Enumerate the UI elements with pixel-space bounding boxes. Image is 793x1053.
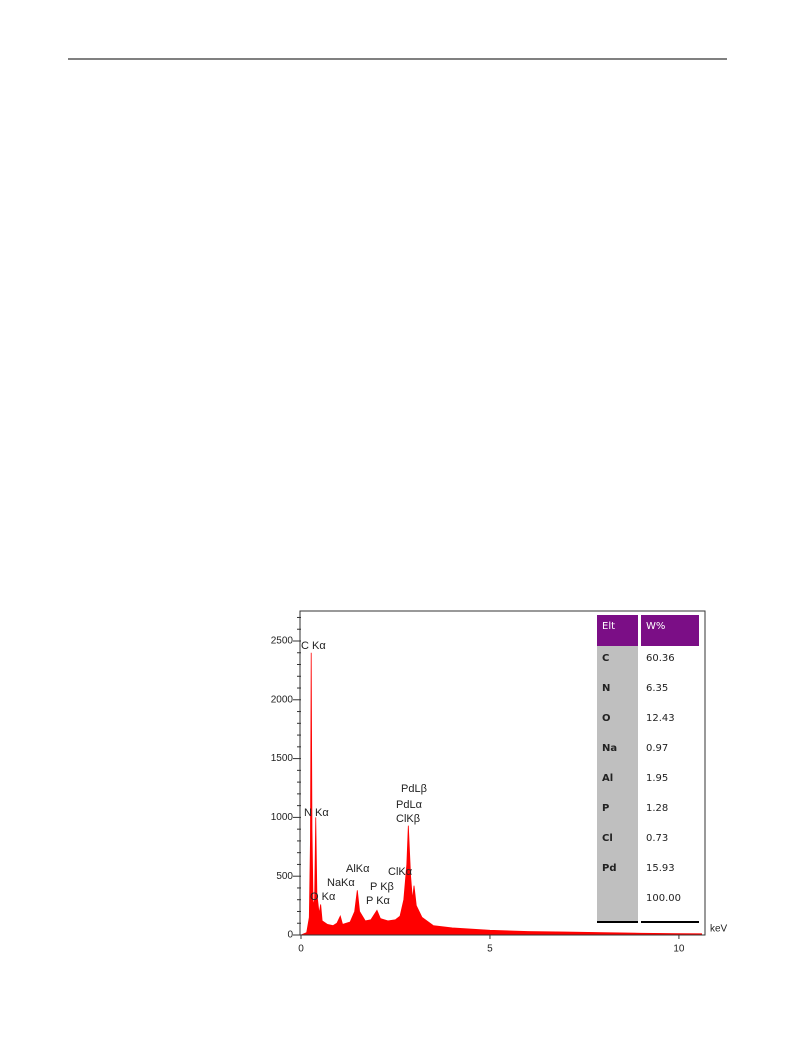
weight-percent: 60.36 bbox=[646, 653, 675, 664]
y-tick-label: 2000 bbox=[271, 694, 294, 705]
weight-percent: 15.93 bbox=[646, 863, 675, 874]
weight-percent: 1.95 bbox=[646, 773, 668, 784]
x-tick-label: 5 bbox=[487, 944, 493, 955]
elt-column bbox=[597, 615, 638, 922]
element-symbol: P bbox=[602, 803, 609, 814]
peak-label: O Kα bbox=[310, 891, 336, 903]
element-symbol: C bbox=[602, 653, 609, 664]
x-tick-label: 0 bbox=[298, 944, 304, 955]
y-tick-label: 2500 bbox=[271, 636, 294, 647]
peak-label: AlKα bbox=[346, 863, 370, 875]
peak-label: C Kα bbox=[301, 640, 326, 652]
header-text: W% bbox=[646, 621, 665, 632]
weight-percent: 6.35 bbox=[646, 683, 668, 694]
header-text: Elt bbox=[602, 621, 615, 632]
peak-label: ClKβ bbox=[396, 813, 420, 825]
y-tick-label: 500 bbox=[276, 871, 293, 882]
x-unit: keV bbox=[710, 924, 728, 935]
element-symbol: Cl bbox=[602, 833, 613, 844]
weight-percent: 12.43 bbox=[646, 713, 675, 724]
x-tick-label: 10 bbox=[673, 944, 685, 955]
weight-percent: 1.28 bbox=[646, 803, 668, 814]
peak-label: ClKα bbox=[388, 866, 413, 878]
peak-label: PdLα bbox=[396, 799, 423, 811]
header-cell bbox=[641, 615, 699, 646]
element-symbol: N bbox=[602, 683, 610, 694]
weight-percent: 0.97 bbox=[646, 743, 668, 754]
plot-frame bbox=[299, 610, 706, 936]
peak-label: NaKα bbox=[327, 877, 355, 889]
element-symbol: Na bbox=[602, 743, 617, 754]
element-table: Elt W% 100.00 C 60.36 N 6.35 O 12.43 Na 0.97 Al 1… bbox=[597, 615, 699, 923]
weight-percent: 0.73 bbox=[646, 833, 668, 844]
element-symbol: O bbox=[602, 713, 611, 724]
peak-label: N Kα bbox=[304, 807, 329, 819]
element-symbol: Pd bbox=[602, 863, 617, 874]
peak-label: P Kα bbox=[366, 895, 391, 907]
y-tick-label: 1000 bbox=[271, 812, 294, 823]
y-tick-label: 1500 bbox=[271, 753, 294, 764]
peak-label: PdLβ bbox=[401, 783, 427, 795]
spectrum bbox=[300, 652, 703, 936]
total: 100.00 bbox=[646, 893, 681, 904]
y-tick-label: 0 bbox=[287, 930, 293, 941]
header-cell bbox=[597, 615, 638, 646]
element-symbol: Al bbox=[602, 773, 613, 784]
peak-label: P Kβ bbox=[370, 881, 394, 893]
